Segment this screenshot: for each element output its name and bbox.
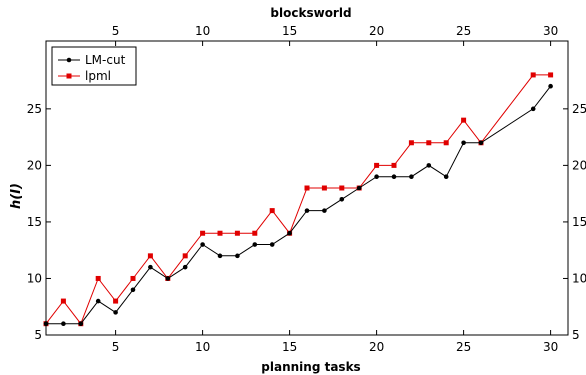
data-point bbox=[234, 230, 240, 236]
data-point bbox=[148, 264, 153, 270]
legend-label: LM-cut bbox=[85, 53, 126, 67]
data-point bbox=[78, 321, 84, 326]
data-point bbox=[60, 298, 66, 304]
x-tick-label-top: 10 bbox=[195, 24, 210, 38]
data-point bbox=[252, 242, 258, 247]
x-tick-label-top: 30 bbox=[543, 24, 558, 38]
data-point bbox=[530, 72, 536, 78]
data-point bbox=[461, 140, 466, 146]
data-point bbox=[61, 321, 66, 326]
data-point bbox=[182, 253, 188, 259]
y-axis-label: h(I) bbox=[9, 183, 24, 209]
data-point bbox=[269, 242, 275, 247]
data-point bbox=[374, 174, 379, 179]
data-point bbox=[200, 230, 206, 236]
x-tick-label-bottom: 10 bbox=[195, 340, 210, 354]
plot-frame bbox=[45, 40, 569, 336]
data-point bbox=[339, 197, 345, 202]
data-point bbox=[530, 106, 536, 112]
x-tick-label-top: 5 bbox=[112, 24, 120, 38]
data-point bbox=[408, 140, 414, 146]
data-point bbox=[95, 298, 101, 304]
y-tick-label-right: 20 bbox=[572, 158, 586, 172]
x-tick-label-bottom: 15 bbox=[282, 340, 297, 354]
data-point bbox=[95, 275, 101, 281]
data-point bbox=[147, 253, 153, 259]
data-point bbox=[356, 185, 362, 191]
chart-title: blocksworld bbox=[270, 6, 351, 20]
data-point bbox=[391, 174, 397, 179]
legend-marker bbox=[66, 73, 72, 79]
data-point bbox=[130, 287, 136, 293]
y-tick-label-right: 25 bbox=[572, 102, 586, 116]
data-point bbox=[287, 230, 292, 236]
x-tick-label-top: 20 bbox=[369, 24, 384, 38]
y-tick-label-right: 5 bbox=[572, 328, 580, 342]
data-point bbox=[269, 208, 275, 214]
data-point bbox=[409, 174, 414, 179]
series-line bbox=[45, 74, 551, 325]
x-axis-label: planning tasks bbox=[261, 360, 360, 374]
data-point bbox=[478, 140, 484, 146]
x-tick-label-top: 25 bbox=[456, 24, 471, 38]
y-tick-label-left: 5 bbox=[34, 328, 42, 342]
legend-box bbox=[51, 46, 137, 86]
y-tick-label-left: 10 bbox=[27, 271, 42, 285]
data-point bbox=[443, 174, 449, 179]
data-point bbox=[443, 140, 449, 146]
data-point bbox=[548, 72, 554, 78]
y-tick-label-left: 25 bbox=[27, 102, 42, 116]
data-point bbox=[304, 185, 310, 191]
data-point bbox=[182, 264, 188, 270]
data-point bbox=[461, 117, 467, 123]
data-point bbox=[217, 230, 223, 236]
x-tick-label-bottom: 25 bbox=[456, 340, 471, 354]
ticks-layer: 5 5 10 10 15 15 20 20 25 25 30 30 5 5 10 10 15 15 20 20 25 25 bbox=[27, 24, 586, 354]
data-point bbox=[217, 253, 223, 259]
y-tick-label-left: 20 bbox=[27, 158, 42, 172]
data-point bbox=[548, 83, 553, 89]
legend-label: lpml bbox=[85, 69, 111, 83]
legend: LM-cut lpml bbox=[51, 46, 137, 86]
data-point bbox=[235, 253, 240, 259]
series-line bbox=[46, 85, 551, 325]
series-lm-cut bbox=[43, 83, 553, 326]
data-point bbox=[322, 208, 327, 213]
x-tick-label-bottom: 30 bbox=[543, 340, 558, 354]
data-point bbox=[426, 140, 432, 146]
data-point bbox=[113, 298, 119, 304]
data-point bbox=[374, 162, 380, 168]
data-point bbox=[321, 185, 327, 191]
y-tick-label-right: 15 bbox=[572, 215, 586, 229]
data-point bbox=[426, 163, 432, 168]
x-tick-label-top: 15 bbox=[282, 24, 297, 38]
data-point bbox=[113, 310, 118, 315]
legend-marker bbox=[66, 57, 72, 63]
data-point bbox=[200, 242, 205, 247]
series-lpml bbox=[43, 72, 554, 327]
x-tick-label-bottom: 5 bbox=[112, 340, 120, 354]
data-point bbox=[304, 208, 310, 213]
data-point bbox=[252, 230, 258, 236]
data-point bbox=[130, 275, 136, 281]
y-tick-label-left: 15 bbox=[27, 215, 42, 229]
data-point bbox=[391, 162, 397, 168]
data-point bbox=[339, 185, 345, 191]
data-point bbox=[165, 276, 171, 281]
x-tick-label-bottom: 20 bbox=[369, 340, 384, 354]
y-tick-label-right: 10 bbox=[572, 271, 586, 285]
series-layer bbox=[43, 72, 554, 327]
